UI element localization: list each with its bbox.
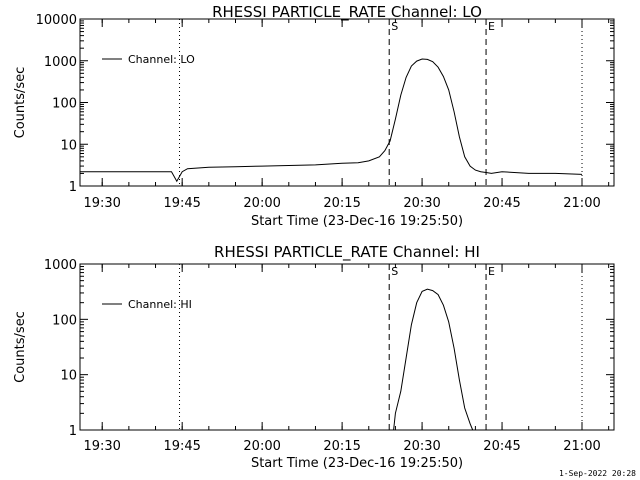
legend-label: Channel: HI: [128, 298, 192, 311]
time-marker-label: S: [391, 20, 398, 33]
x-tick-label: 20:15: [323, 196, 360, 211]
time-marker-label: E: [488, 20, 495, 33]
y-axis-label: Counts/sec: [13, 67, 28, 139]
y-tick-label: 1000: [44, 55, 77, 70]
chart-title: RHESSI PARTICLE_RATE Channel: LO: [212, 3, 482, 22]
hi-channel-panel: RHESSI PARTICLE_RATE Channel: HI Counts/s…: [13, 243, 615, 471]
x-axis-label: Start Time (23-Dec-16 19:25:50): [251, 456, 463, 471]
x-axis-label: Start Time (23-Dec-16 19:25:50): [251, 214, 463, 229]
x-tick-label: 19:30: [83, 196, 120, 211]
x-tick-label: 20:00: [243, 196, 280, 211]
x-tick-label: 20:30: [403, 439, 440, 454]
x-tick-label: 20:00: [243, 439, 280, 454]
y-tick-label: 100: [52, 97, 77, 112]
plot-frame: [79, 263, 615, 431]
x-tick-label: 20:45: [483, 196, 520, 211]
x-tick-label: 19:45: [163, 196, 200, 211]
y-tick-label: 10: [60, 369, 77, 384]
plot-timestamp: 1-Sep-2022 20:28: [558, 469, 636, 478]
x-tick-label: 21:00: [563, 439, 600, 454]
series-line: [393, 288, 474, 431]
y-tick-label: 100: [52, 313, 77, 328]
x-tick-label: 20:45: [483, 439, 520, 454]
x-tick-label: 19:45: [163, 439, 200, 454]
lo-channel-panel: RHESSI PARTICLE_RATE Channel: LO Counts/s…: [13, 3, 615, 229]
time-marker-label: S: [391, 265, 398, 278]
x-tick-label: 21:00: [563, 196, 600, 211]
y-axis-label: Counts/sec: [13, 311, 28, 383]
y-tick-label: 1: [69, 424, 77, 439]
x-tick-label: 20:15: [323, 439, 360, 454]
y-tick-label: 10: [60, 138, 77, 153]
x-tick-label: 20:30: [403, 196, 440, 211]
y-tick-label: 10000: [36, 13, 77, 28]
plot-frame: [79, 18, 615, 187]
x-tick-label: 19:30: [83, 439, 120, 454]
time-marker-label: E: [488, 265, 495, 278]
y-tick-label: 1000: [44, 258, 77, 273]
legend-label: Channel: LO: [128, 53, 195, 66]
series-line: [80, 58, 583, 183]
chart-title: RHESSI PARTICLE_RATE Channel: HI: [214, 243, 480, 262]
y-tick-label: 1: [69, 180, 77, 195]
